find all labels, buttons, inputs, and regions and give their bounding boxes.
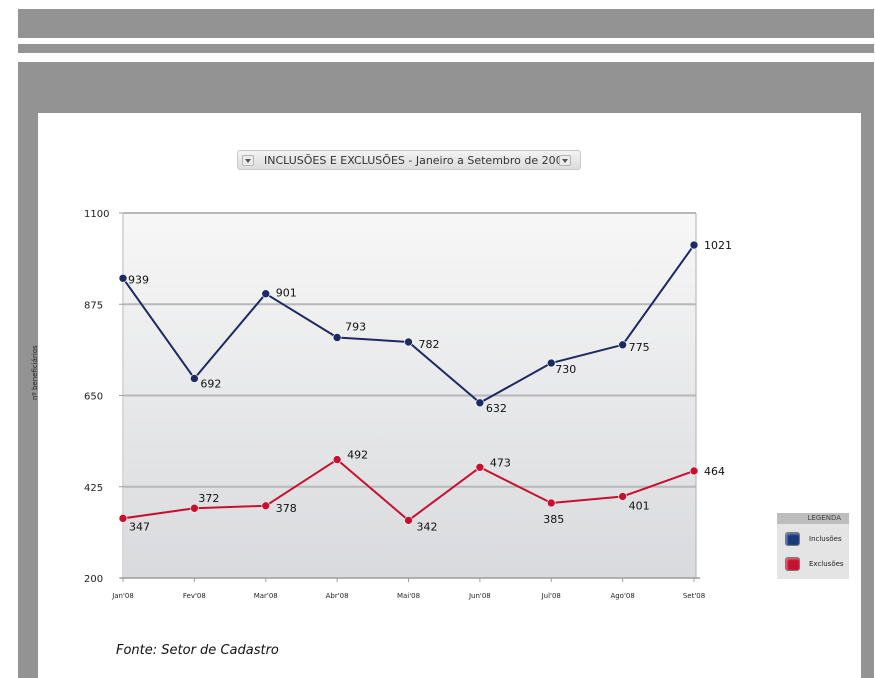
legend: LEGENDA Inclusões Exclusões <box>777 513 849 579</box>
x-tick-label: Jul'08 <box>541 592 561 600</box>
legend-body: Inclusões Exclusões <box>777 524 849 579</box>
data-point <box>261 501 271 511</box>
legend-swatch-exclusoes <box>785 557 800 571</box>
x-tick-label: Set'08 <box>683 592 705 600</box>
data-label: 492 <box>347 449 368 462</box>
data-point <box>118 273 128 283</box>
y-tick-label: 650 <box>84 392 103 403</box>
y-tick-label: 875 <box>84 300 103 311</box>
legend-item-inclusoes: Inclusões <box>783 531 849 549</box>
data-label: 1021 <box>704 239 732 252</box>
data-label: 473 <box>490 456 511 469</box>
data-label: 385 <box>543 513 564 526</box>
data-point <box>404 337 413 347</box>
data-point <box>689 466 699 476</box>
dropdown-arrow-icon[interactable] <box>559 155 571 166</box>
y-tick-label: 1100 <box>84 209 109 220</box>
data-point <box>546 498 556 508</box>
legend-swatch-inclusoes <box>785 532 800 546</box>
data-label: 464 <box>704 465 725 478</box>
x-tick-label: Fev'08 <box>183 592 206 600</box>
legend-label-inclusoes: Inclusões <box>809 535 842 543</box>
y-tick-label: 200 <box>84 574 103 585</box>
data-point <box>546 358 556 368</box>
data-label: 939 <box>128 273 149 286</box>
x-tick-label: Mar'08 <box>254 592 278 600</box>
data-point <box>118 514 128 523</box>
data-point <box>689 240 699 250</box>
x-tick-label: Ago'08 <box>610 592 634 600</box>
data-point <box>618 492 627 501</box>
chart-title: INCLUSÕES E EXCLUSÕES - Janeiro a Setemb… <box>264 154 570 167</box>
data-label: 775 <box>629 341 650 354</box>
data-point <box>190 374 199 383</box>
data-label: 793 <box>345 321 366 334</box>
data-label: 901 <box>276 287 297 300</box>
x-tick-label: Jun'08 <box>468 592 491 600</box>
data-point <box>404 516 413 525</box>
data-point <box>332 333 342 342</box>
x-tick-label: Mai'08 <box>397 592 420 600</box>
header-divider-bar <box>18 44 874 53</box>
y-axis-label: nº beneficiários <box>31 345 39 400</box>
data-label: 378 <box>276 502 297 515</box>
data-point <box>261 289 271 299</box>
data-label: 692 <box>200 377 221 390</box>
data-point <box>332 455 342 464</box>
data-label: 782 <box>419 338 440 351</box>
data-label: 372 <box>198 492 219 505</box>
x-tick-label: Abr'08 <box>326 592 349 600</box>
data-point <box>475 462 485 472</box>
data-label: 730 <box>555 363 576 376</box>
y-tick-label: 425 <box>84 483 103 494</box>
data-label: 632 <box>486 402 507 415</box>
legend-title: LEGENDA <box>777 513 849 524</box>
legend-label-exclusoes: Exclusões <box>809 560 844 568</box>
data-label: 347 <box>129 520 150 533</box>
legend-item-exclusoes: Exclusões <box>783 556 849 574</box>
data-label: 342 <box>417 520 438 533</box>
x-tick-label: Jan'08 <box>111 592 134 600</box>
source-note: Fonte: Setor de Cadastro <box>116 643 279 658</box>
data-point <box>618 340 627 350</box>
header-bar <box>18 9 874 38</box>
chart-title-box: INCLUSÕES E EXCLUSÕES - Janeiro a Setemb… <box>237 150 581 170</box>
data-point <box>475 398 485 408</box>
dropdown-arrow-icon[interactable] <box>242 155 254 166</box>
data-point <box>190 503 199 513</box>
data-label: 401 <box>629 499 650 512</box>
